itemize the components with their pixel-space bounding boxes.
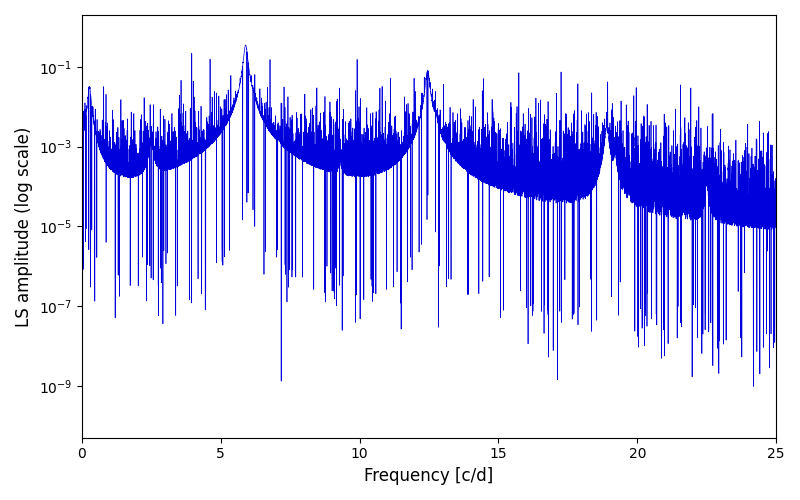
Y-axis label: LS amplitude (log scale): LS amplitude (log scale) <box>15 126 33 326</box>
X-axis label: Frequency [c/d]: Frequency [c/d] <box>364 467 494 485</box>
